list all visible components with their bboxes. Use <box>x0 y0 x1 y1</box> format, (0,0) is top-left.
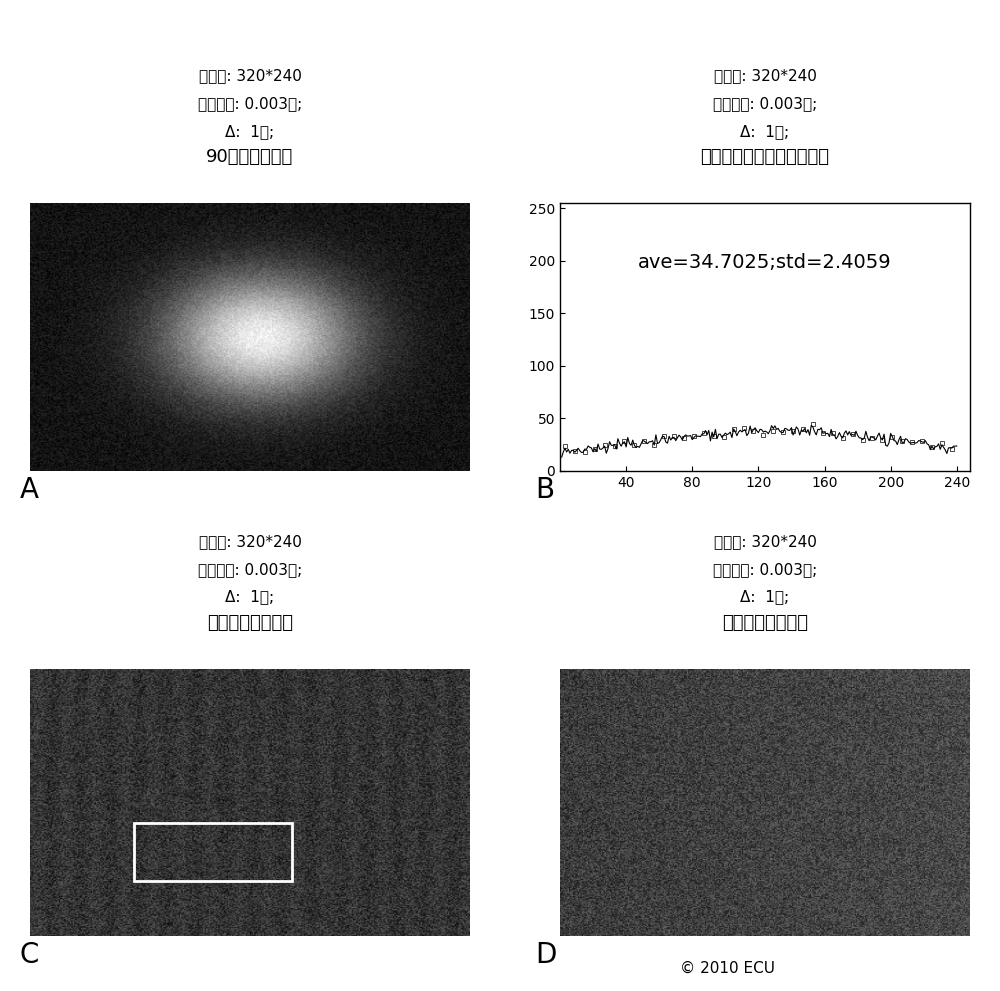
Text: © 2010 ECU: © 2010 ECU <box>680 961 775 976</box>
Text: Δ:  1秒;: Δ: 1秒; <box>225 124 275 139</box>
Bar <box>134 824 292 881</box>
Text: D: D <box>535 941 556 969</box>
Text: 反向散斑衬比的中间垂直线: 反向散斑衬比的中间垂直线 <box>700 149 830 166</box>
Text: 分辨率: 320*240: 分辨率: 320*240 <box>199 534 301 549</box>
Text: 分辨率: 320*240: 分辨率: 320*240 <box>714 68 816 83</box>
Text: 曝光时间: 0.003秒;: 曝光时间: 0.003秒; <box>198 562 302 577</box>
Text: 曝光时间: 0.003秒;: 曝光时间: 0.003秒; <box>713 96 817 111</box>
Text: 分辨率: 320*240: 分辨率: 320*240 <box>199 68 301 83</box>
Text: C: C <box>20 941 39 969</box>
Text: Δ:  1秒;: Δ: 1秒; <box>740 590 790 605</box>
Text: Δ:  1秒;: Δ: 1秒; <box>740 124 790 139</box>
Text: ave=34.7025;std=2.4059: ave=34.7025;std=2.4059 <box>638 253 892 272</box>
Text: 曝光时间: 0.003秒;: 曝光时间: 0.003秒; <box>198 96 302 111</box>
Text: 反向散斑衬比彩色: 反向散斑衬比彩色 <box>722 614 808 632</box>
Text: 曝光时间: 0.003秒;: 曝光时间: 0.003秒; <box>713 562 817 577</box>
Text: A: A <box>20 476 39 503</box>
Text: 90个帧的平均值: 90个帧的平均值 <box>206 149 294 166</box>
Text: Δ:  1秒;: Δ: 1秒; <box>225 590 275 605</box>
Text: 反向散斑衬比灰阶: 反向散斑衬比灰阶 <box>207 614 293 632</box>
Text: 分辨率: 320*240: 分辨率: 320*240 <box>714 534 816 549</box>
Text: B: B <box>535 476 554 503</box>
